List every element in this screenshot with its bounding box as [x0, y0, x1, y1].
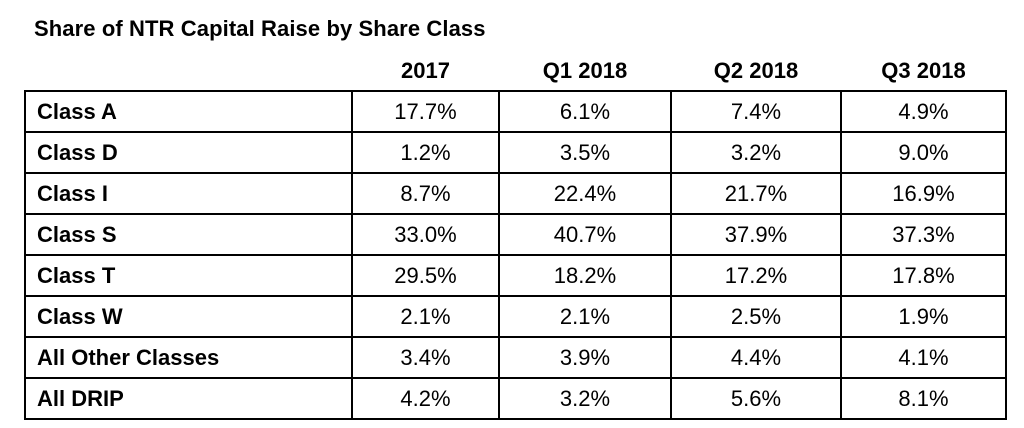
- table-cell: 2.1%: [498, 295, 672, 338]
- row-label: Class W: [24, 295, 353, 338]
- row-label: All DRIP: [24, 377, 353, 420]
- row-label: Class S: [24, 213, 353, 256]
- table-cell: 18.2%: [498, 254, 672, 297]
- table-title: Share of NTR Capital Raise by Share Clas…: [34, 16, 486, 41]
- table-cell: 8.7%: [351, 172, 500, 215]
- table-cell: 5.6%: [670, 377, 842, 420]
- table-row: Class D 1.2% 3.5% 3.2% 9.0%: [24, 131, 1007, 174]
- table-row: Class S 33.0% 40.7% 37.9% 37.3%: [24, 213, 1007, 256]
- row-label: Class T: [24, 254, 353, 297]
- row-label: Class A: [24, 90, 353, 133]
- table-cell: 3.5%: [498, 131, 672, 174]
- table-cell: 1.2%: [351, 131, 500, 174]
- share-class-table: 2017 Q1 2018 Q2 2018 Q3 2018 Class A 17.…: [24, 52, 1007, 420]
- table-cell: 17.2%: [670, 254, 842, 297]
- table-cell: 4.1%: [840, 336, 1007, 379]
- table-cell: 3.4%: [351, 336, 500, 379]
- table-cell: 4.2%: [351, 377, 500, 420]
- table-row: Class A 17.7% 6.1% 7.4% 4.9%: [24, 90, 1007, 133]
- table-row: Class W 2.1% 2.1% 2.5% 1.9%: [24, 295, 1007, 338]
- table-cell: 3.2%: [670, 131, 842, 174]
- table-cell: 37.3%: [840, 213, 1007, 256]
- table-cell: 22.4%: [498, 172, 672, 215]
- row-label: Class I: [24, 172, 353, 215]
- table-cell: 7.4%: [670, 90, 842, 133]
- table-cell: 1.9%: [840, 295, 1007, 338]
- table-cell: 29.5%: [351, 254, 500, 297]
- table-cell: 33.0%: [351, 213, 500, 256]
- row-label: All Other Classes: [24, 336, 353, 379]
- table-cell: 21.7%: [670, 172, 842, 215]
- table-cell: 3.9%: [498, 336, 672, 379]
- column-header-2017: 2017: [401, 58, 450, 83]
- column-header-q1-2018: Q1 2018: [542, 58, 628, 83]
- table-row: All DRIP 4.2% 3.2% 5.6% 8.1%: [24, 377, 1007, 420]
- table-cell: 17.7%: [351, 90, 500, 133]
- column-header-q3-2018: Q3 2018: [881, 58, 966, 83]
- table-row: Class T 29.5% 18.2% 17.2% 17.8%: [24, 254, 1007, 297]
- table-cell: 4.9%: [840, 90, 1007, 133]
- table-cell: 2.1%: [351, 295, 500, 338]
- header-row: 2017 Q1 2018 Q2 2018 Q3 2018: [25, 52, 1006, 91]
- table-cell: 6.1%: [498, 90, 672, 133]
- table-row: Class I 8.7% 22.4% 21.7% 16.9%: [24, 172, 1007, 215]
- table-cell: 17.8%: [840, 254, 1007, 297]
- column-header-blank: [25, 52, 352, 91]
- table-cell: 3.2%: [498, 377, 672, 420]
- table-cell: 9.0%: [840, 131, 1007, 174]
- table-cell: 40.7%: [498, 213, 672, 256]
- column-header-q2-2018: Q2 2018: [713, 58, 799, 83]
- table-cell: 8.1%: [840, 377, 1007, 420]
- table-row: All Other Classes 3.4% 3.9% 4.4% 4.1%: [24, 336, 1007, 379]
- table-cell: 16.9%: [840, 172, 1007, 215]
- row-label: Class D: [24, 131, 353, 174]
- table-cell: 4.4%: [670, 336, 842, 379]
- table-cell: 37.9%: [670, 213, 842, 256]
- table-cell: 2.5%: [670, 295, 842, 338]
